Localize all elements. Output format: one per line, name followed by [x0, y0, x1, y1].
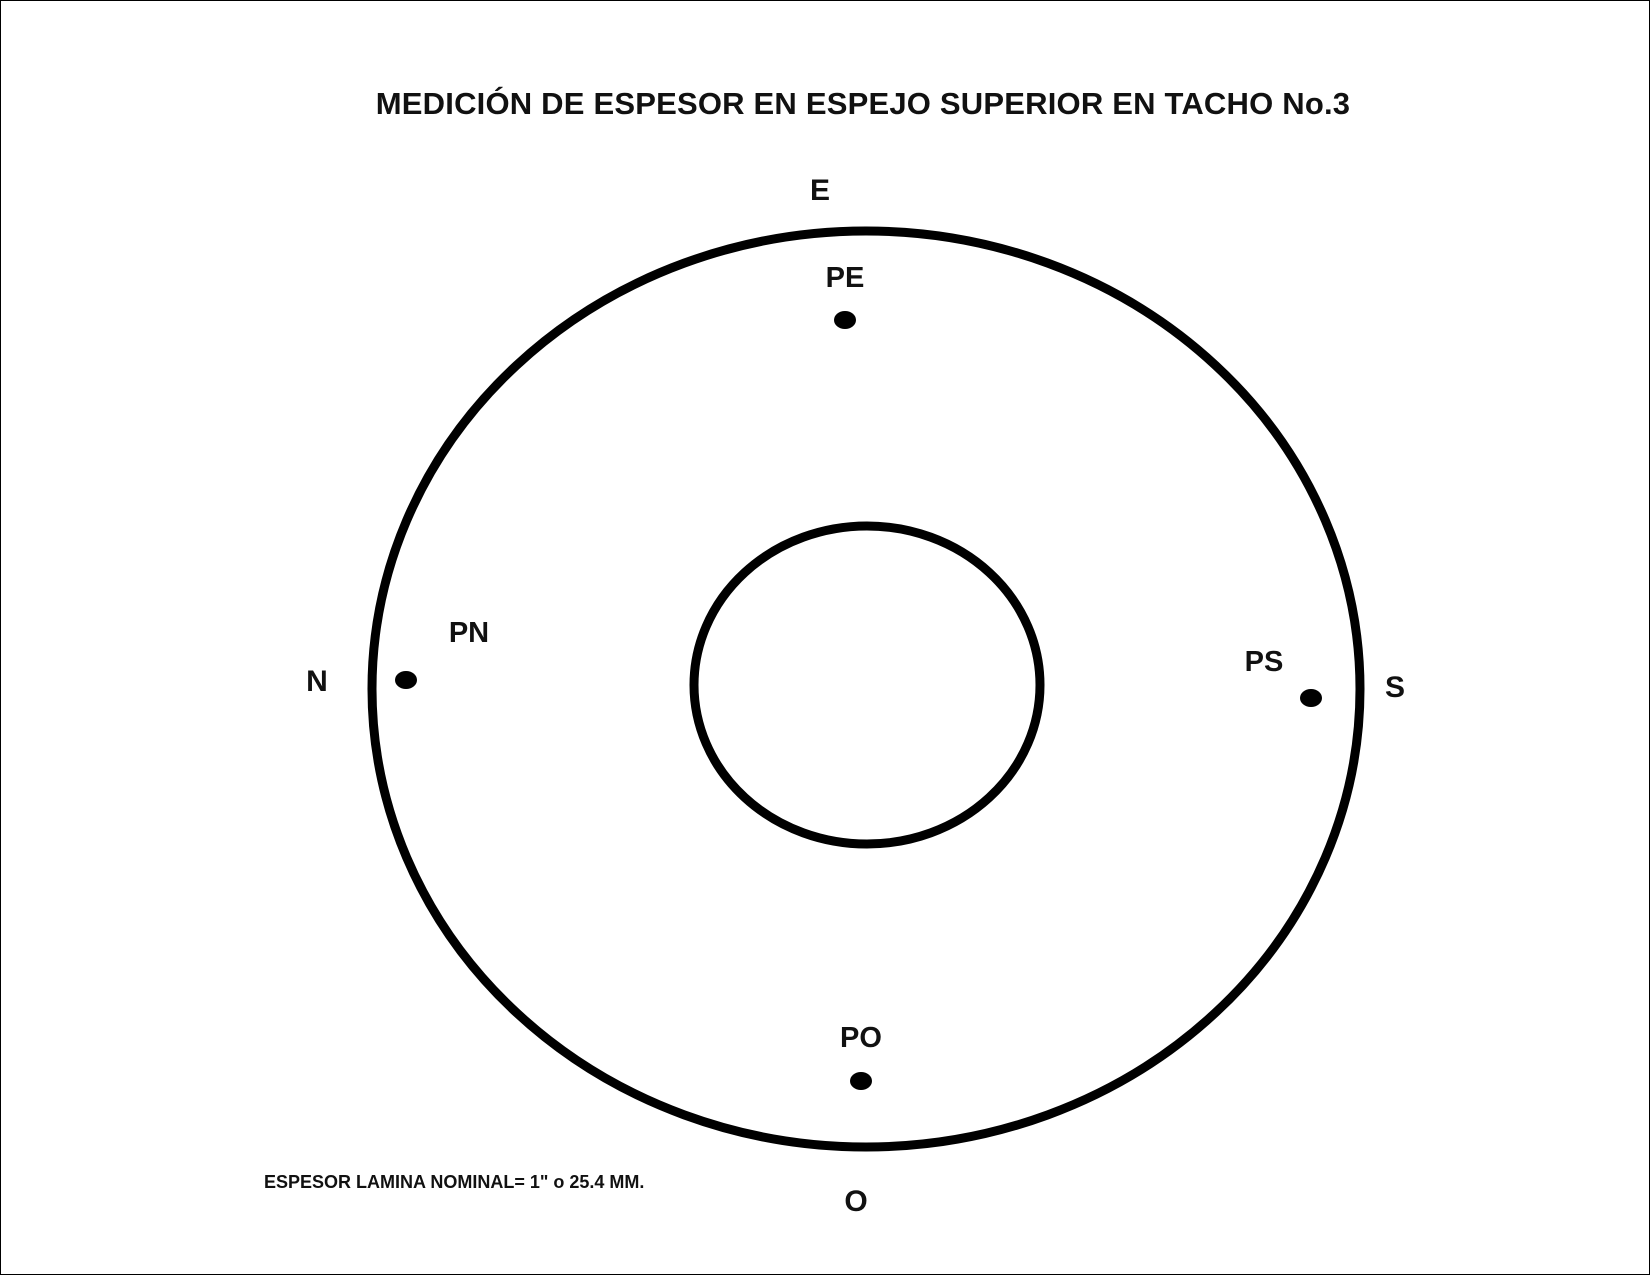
direction-label-east: E [810, 174, 830, 207]
measurement-point-po [850, 1072, 872, 1090]
point-label-po: PO [840, 1022, 882, 1054]
outer-circle [367, 226, 1365, 1152]
point-label-ps: PS [1245, 646, 1284, 678]
measurement-point-ps [1300, 689, 1322, 707]
measurement-point-pn [395, 671, 417, 689]
diagram-title: MEDICIÓN DE ESPESOR EN ESPEJO SUPERIOR E… [375, 86, 1351, 121]
direction-label-south: S [1385, 671, 1405, 704]
direction-label-west: O [844, 1185, 867, 1218]
measurement-point-pe [834, 311, 856, 329]
direction-label-north: N [306, 665, 328, 698]
inner-circle [689, 521, 1045, 849]
nominal-thickness-note: ESPESOR LAMINA NOMINAL= 1" o 25.4 MM. [264, 1172, 645, 1192]
point-label-pn: PN [449, 617, 489, 649]
point-label-pe: PE [826, 262, 865, 294]
